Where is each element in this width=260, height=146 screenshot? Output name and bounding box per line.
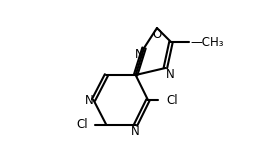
Text: N: N: [165, 68, 174, 81]
Text: —CH₃: —CH₃: [190, 35, 224, 48]
Text: N: N: [85, 93, 94, 106]
Text: N: N: [131, 125, 140, 138]
Text: Cl: Cl: [166, 93, 178, 106]
Text: Cl: Cl: [76, 119, 88, 132]
Text: O: O: [152, 28, 161, 41]
Text: N: N: [135, 48, 144, 61]
